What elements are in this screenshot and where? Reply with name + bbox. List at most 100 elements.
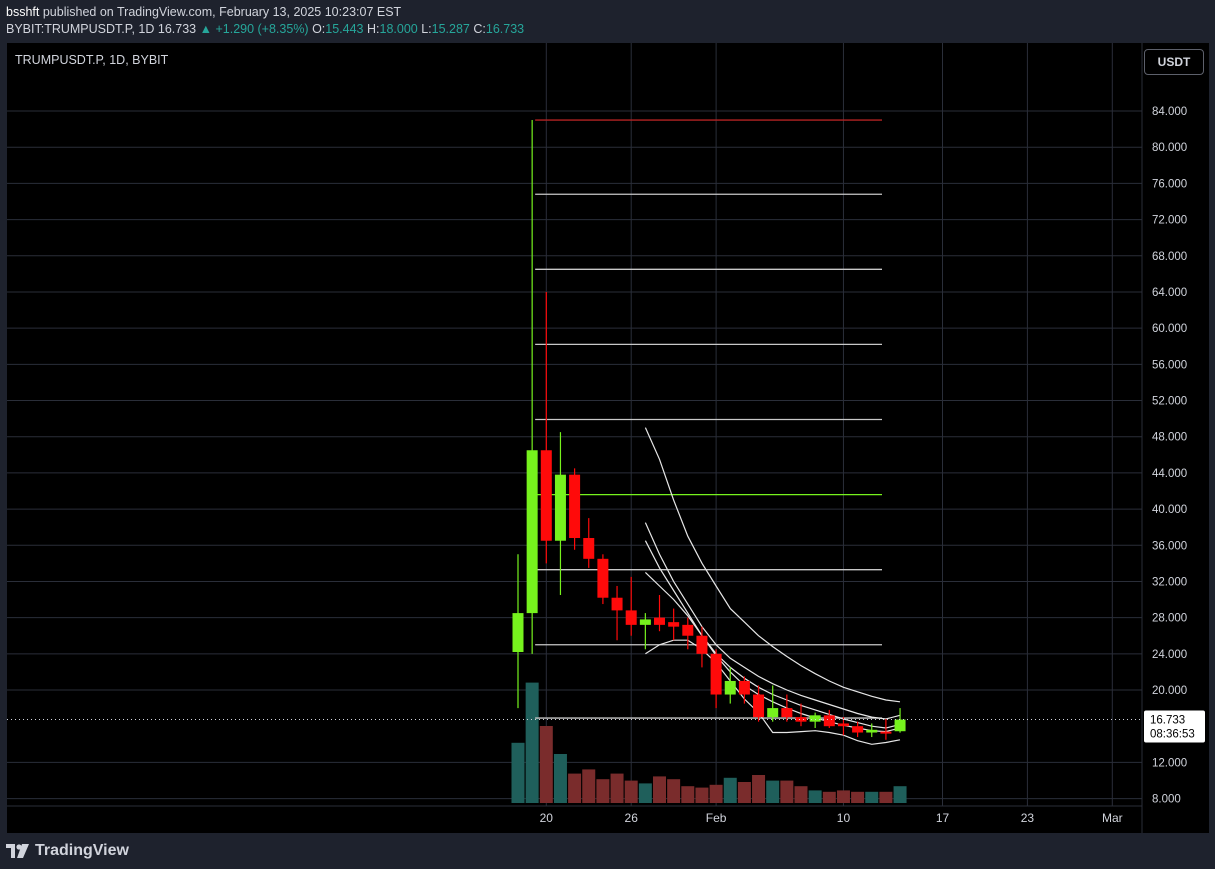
volume-bar [695,787,709,803]
volume-bar [808,790,822,803]
y-tick-label: 20.000 [1152,685,1187,697]
last-price-box [1144,710,1205,743]
brand-name: TradingView [35,842,129,859]
change-value: ▲ +1.290 (+8.35%) [199,22,309,36]
candle-body [682,624,694,636]
candle-body [837,723,849,727]
chart-area[interactable]: TRUMPUSDT.P, 1D, BYBIT USDT 84.000 80.000… [7,43,1209,833]
volume-bar [752,775,766,803]
volume-bar [794,786,808,803]
volume-bar [836,790,850,803]
x-tick-label: Mar [1102,811,1123,825]
volume-bar [709,784,723,803]
countdown-label: 08:36:53 [1150,729,1195,741]
volume-bar [596,779,610,803]
close-value: 16.733 [485,22,525,36]
x-tick-label: 17 [936,811,950,825]
last-price: 16.733 [157,22,197,36]
candle-body [654,617,665,625]
high-label: H: [367,22,380,36]
volume-bar [624,780,638,803]
y-tick-label: 44.000 [1152,468,1187,480]
volume-bar [568,773,582,803]
candle-body [738,680,750,695]
volume-bar [737,782,751,803]
volume-bar [681,786,695,803]
y-tick-label: 8.000 [1152,794,1181,806]
volume-bar [511,742,525,803]
y-tick-label: 76.000 [1152,178,1187,190]
footer-bar: TradingView [0,833,1215,869]
tradingview-logo-icon [6,844,29,858]
candle-body [767,708,779,718]
candle-body [852,726,864,733]
candle-body [880,731,892,734]
volume-bar [582,769,596,803]
x-tick-label: 10 [837,811,851,825]
candle-body [724,680,736,695]
price-axis [1142,43,1209,833]
volume-bar [553,754,567,803]
low-value: 15.287 [431,22,470,36]
y-tick-label: 68.000 [1152,251,1187,263]
volume-bar [766,780,780,803]
candle-body [795,717,807,722]
candle-body [894,719,906,732]
y-tick-label: 64.000 [1152,287,1187,299]
volume-bar [653,776,666,803]
volume-bar [851,791,865,803]
volume-bar [638,783,652,803]
y-tick-label: 40.000 [1152,504,1187,516]
currency-button[interactable]: USDT [1144,49,1204,75]
candle-body [866,729,878,733]
x-tick-label: 23 [1021,811,1035,825]
high-value: 18.000 [379,22,418,36]
low-label: L: [421,22,432,36]
candle-body [639,619,651,625]
volume-bar [525,682,539,803]
candle-body [753,694,765,718]
y-tick-label: 52.000 [1152,396,1187,408]
volume-bar [610,773,624,803]
volume-bar [865,791,879,803]
chart-svg: 84.000 80.000 76.000 72.000 68.000 64.000 60.0… [7,43,1209,833]
header-bar: bsshft published on TradingView.com, Feb… [0,0,1215,43]
candle-body [583,538,595,559]
y-tick-label: 12.000 [1152,757,1187,769]
open-value: 15.443 [325,22,364,36]
y-tick-label: 48.000 [1152,432,1187,444]
volume-bar [780,780,794,803]
candle-body [625,610,637,625]
candle-body [554,474,566,541]
y-tick-label: 60.000 [1152,323,1187,335]
candle-body [668,622,680,627]
open-label: O: [312,22,326,36]
y-tick-label: 28.000 [1152,613,1187,625]
indicator-band [644,522,901,720]
tradingview-logo[interactable]: TradingView [6,842,129,860]
x-tick-label: Feb [706,811,727,825]
y-tick-label: 32.000 [1152,576,1187,588]
volume-bar [893,786,907,803]
author-name[interactable]: bsshft [6,5,40,19]
ohlc-line: BYBIT:TRUMPUSDT.P, 1D 16.733 ▲ +1.290 (+… [6,22,524,36]
volume-bar [667,779,681,803]
volume-bar [879,791,893,803]
candle-body [809,715,821,722]
y-tick-label: 56.000 [1152,359,1187,371]
candle-body [597,558,609,598]
candle-body [540,450,552,541]
candle-body [781,708,793,718]
symbol-label: BYBIT:TRUMPUSDT.P, 1D [6,22,155,36]
indicator-band [644,427,901,703]
x-tick-label: 26 [625,811,639,825]
x-tick-label: 20 [540,811,554,825]
published-text: published on TradingView.com, February 1… [42,5,402,19]
candle-body [823,715,835,727]
y-tick-label: 72.000 [1152,215,1187,227]
y-tick-label: 80.000 [1152,142,1187,154]
candle-body [526,450,538,614]
volume-bar [539,726,553,803]
chart-legend: TRUMPUSDT.P, 1D, BYBIT [15,53,169,67]
candle-body [696,635,708,654]
